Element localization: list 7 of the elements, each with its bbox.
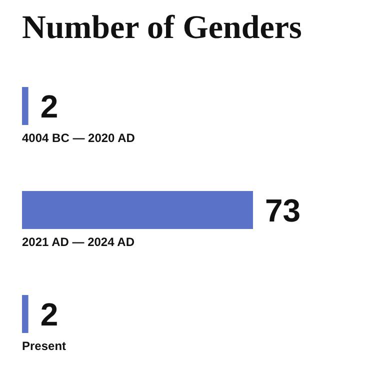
data-label: 2 — [40, 88, 58, 124]
data-label: 2 — [40, 296, 58, 332]
y-tick-label: 4004 BC — 2020 AD — [22, 131, 136, 145]
y-tick-label: Present — [22, 339, 66, 353]
data-label: 73 — [265, 192, 301, 228]
chart-title: Number of Genders — [22, 9, 303, 48]
y-tick-label: 2021 AD — 2024 AD — [22, 235, 135, 249]
